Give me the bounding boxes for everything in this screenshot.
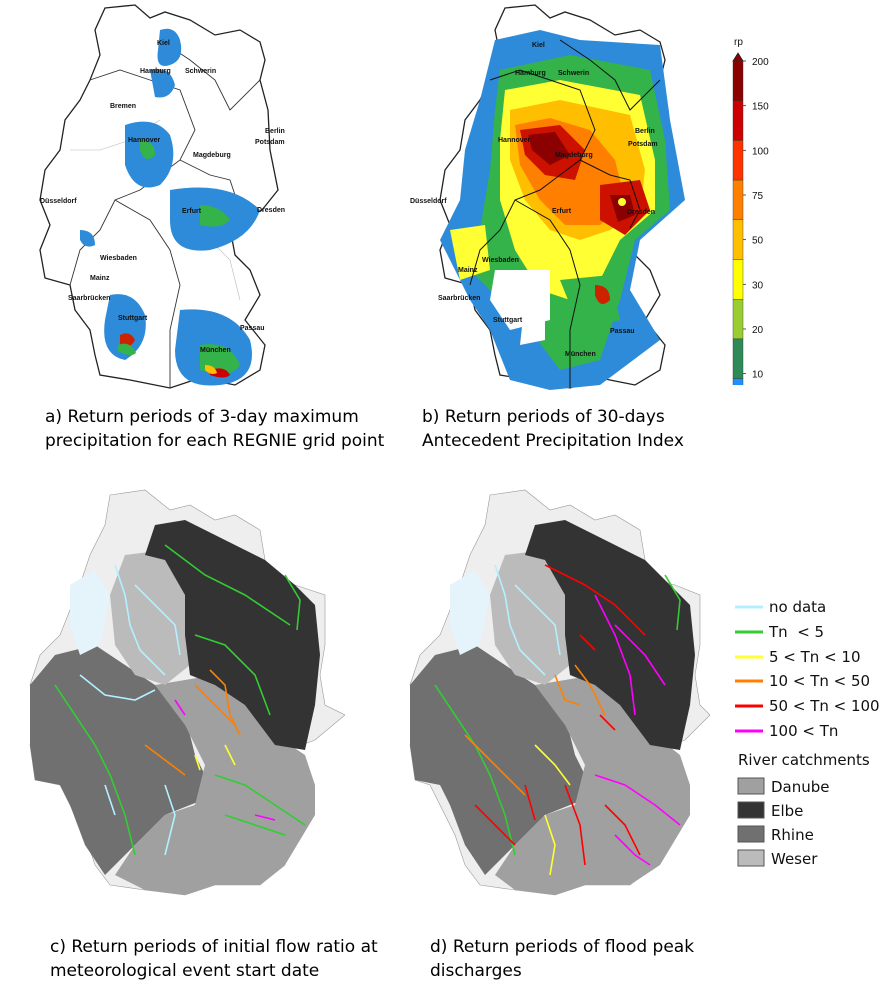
colorbar-band — [732, 338, 744, 379]
legend-label-10-50: 10 < Tn < 50 — [769, 672, 870, 690]
svg-text:Dresden: Dresden — [627, 209, 655, 216]
svg-text:Potsdam: Potsdam — [255, 139, 285, 146]
caption-b: b) Return periods of 30-days Antecedent … — [422, 407, 684, 451]
legend-swatch-weser — [737, 849, 765, 867]
catchments-d — [409, 489, 711, 896]
legend-label-danube: Danube — [771, 778, 830, 796]
legend-label-100: 100 < Tn — [769, 722, 838, 740]
svg-text:Düsseldorf: Düsseldorf — [410, 198, 447, 205]
legend-catchment-items: Danube Elbe Rhine Weser — [737, 777, 830, 868]
legend-catchments-title: River catchments — [738, 751, 870, 769]
svg-text:Schwerin: Schwerin — [185, 68, 216, 75]
colorbar-band — [732, 259, 744, 300]
svg-text:Saarbrücken: Saarbrücken — [68, 295, 110, 302]
svg-text:Potsdam: Potsdam — [628, 141, 658, 148]
api-heatmap-b — [440, 30, 685, 390]
colorbar-band — [732, 179, 744, 221]
svg-text:Wiesbaden: Wiesbaden — [482, 257, 519, 264]
rivers-d — [434, 564, 681, 876]
svg-text:Dresden: Dresden — [257, 207, 285, 214]
map-panel-a: Kiel Hamburg Schwerin Bremen Hannover Ma… — [39, 4, 285, 389]
rivers-c — [54, 544, 306, 856]
caption-c: c) Return periods of initial flow ratio … — [50, 937, 378, 981]
colorbar-ticks: 20015010075503020105 — [743, 57, 769, 381]
legend-label-no-data: no data — [769, 598, 826, 616]
legend: no data Tn < 5 5 < Tn < 10 10 < Tn < 50 … — [735, 598, 880, 868]
svg-text:Passau: Passau — [610, 328, 635, 335]
colorbar: rp 20015010075503020105 — [732, 37, 769, 385]
svg-text:Wiesbaden: Wiesbaden — [100, 255, 137, 262]
svg-text:Schwerin: Schwerin — [558, 70, 589, 77]
svg-text:Hannover: Hannover — [128, 137, 161, 144]
map-panel-b: Kiel Hamburg Schwerin Hannover Magdeburg… — [410, 4, 685, 390]
colorbar-tick-label: 30 — [752, 280, 764, 291]
legend-label-50-100: 50 < Tn < 100 — [769, 697, 880, 715]
colorbar-unit: rp — [734, 37, 743, 48]
svg-text:Mainz: Mainz — [458, 267, 478, 274]
svg-text:Kiel: Kiel — [532, 42, 545, 49]
svg-text:Berlin: Berlin — [265, 128, 285, 135]
germany-outline — [39, 4, 279, 389]
colorbar-bands — [732, 60, 744, 385]
colorbar-band — [732, 60, 744, 101]
svg-text:Hamburg: Hamburg — [515, 70, 546, 77]
legend-swatch-rhine — [737, 825, 765, 843]
map-panel-d — [409, 489, 711, 896]
colorbar-tick-label: 75 — [752, 191, 764, 202]
svg-text:Magdeburg: Magdeburg — [193, 152, 231, 159]
svg-text:Düsseldorf: Düsseldorf — [40, 198, 77, 205]
city-labels-b: Kiel Hamburg Schwerin Hannover Magdeburg… — [410, 42, 658, 358]
legend-label-5-10: 5 < Tn < 10 — [769, 648, 861, 666]
colorbar-band — [732, 140, 744, 181]
svg-text:Hamburg: Hamburg — [140, 68, 171, 75]
colorbar-tick-label: 200 — [752, 57, 769, 68]
legend-label-tn-lt-5: Tn < 5 — [768, 623, 824, 641]
svg-text:München: München — [200, 347, 231, 354]
colorbar-tick-label: 10 — [752, 370, 764, 381]
svg-text:Erfurt: Erfurt — [552, 208, 572, 215]
legend-label-rhine: Rhine — [771, 826, 814, 844]
legend-line-items: no data Tn < 5 5 < Tn < 10 10 < Tn < 50 … — [735, 598, 880, 740]
svg-text:Stuttgart: Stuttgart — [493, 317, 523, 324]
colorbar-band — [732, 100, 744, 141]
caption-d: d) Return periods of flood peak discharg… — [430, 937, 695, 981]
svg-text:Hannover: Hannover — [498, 137, 531, 144]
legend-label-weser: Weser — [771, 850, 818, 868]
colorbar-tick-label: 100 — [752, 146, 769, 157]
svg-text:Kiel: Kiel — [157, 40, 170, 47]
svg-text:Mainz: Mainz — [90, 275, 110, 282]
colorbar-band — [732, 299, 744, 340]
svg-text:München: München — [565, 351, 596, 358]
legend-swatch-elbe — [737, 801, 765, 819]
colorbar-tick-label: 20 — [752, 325, 764, 336]
borders-b — [469, 39, 661, 388]
svg-text:Passau: Passau — [240, 325, 265, 332]
svg-text:Bremen: Bremen — [110, 103, 136, 110]
legend-label-elbe: Elbe — [771, 802, 803, 820]
legend-swatch-danube — [737, 777, 765, 795]
colorbar-band — [732, 219, 744, 260]
svg-text:Berlin: Berlin — [635, 128, 655, 135]
colorbar-band — [732, 378, 744, 385]
svg-text:Stuttgart: Stuttgart — [118, 315, 148, 322]
colorbar-tick-label: 50 — [752, 236, 764, 247]
svg-text:Magdeburg: Magdeburg — [555, 152, 593, 159]
map-panel-c — [29, 489, 345, 896]
colorbar-tick-label: 150 — [752, 102, 769, 113]
catchments-c — [29, 489, 345, 896]
caption-a: a) Return periods of 3-day maximum preci… — [45, 407, 385, 451]
svg-text:Saarbrücken: Saarbrücken — [438, 295, 480, 302]
city-labels-a: Kiel Hamburg Schwerin Bremen Hannover Ma… — [40, 40, 285, 354]
precip-blobs-a — [80, 28, 260, 386]
svg-text:Erfurt: Erfurt — [182, 208, 202, 215]
